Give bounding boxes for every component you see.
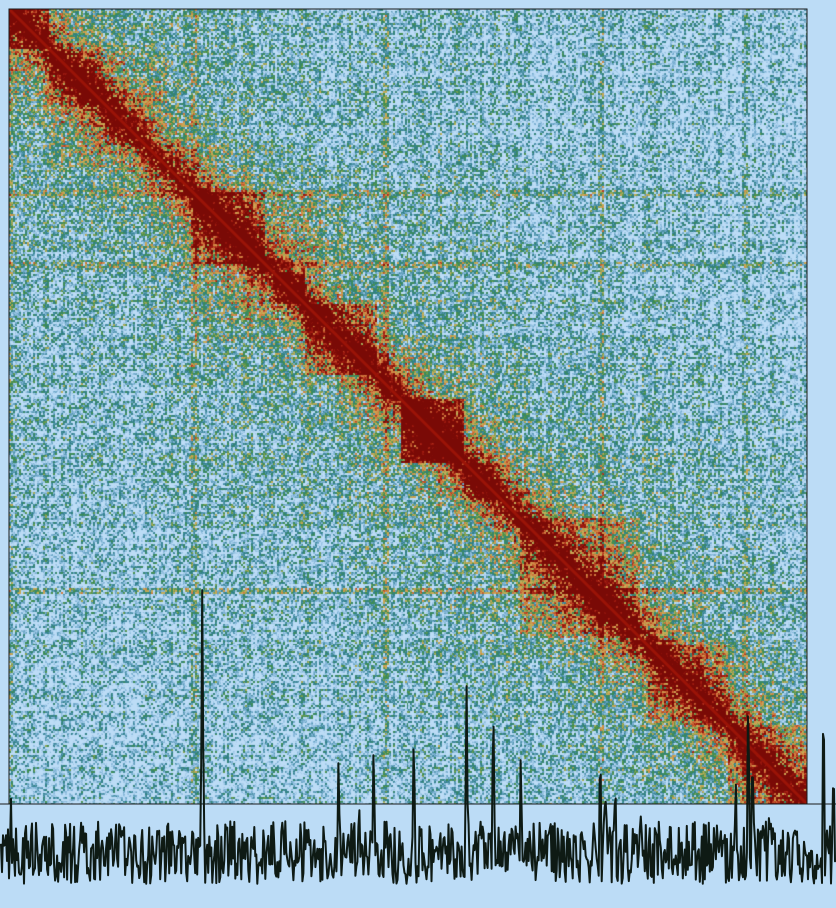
contact-matrix-heatmap[interactable] [9,9,807,804]
